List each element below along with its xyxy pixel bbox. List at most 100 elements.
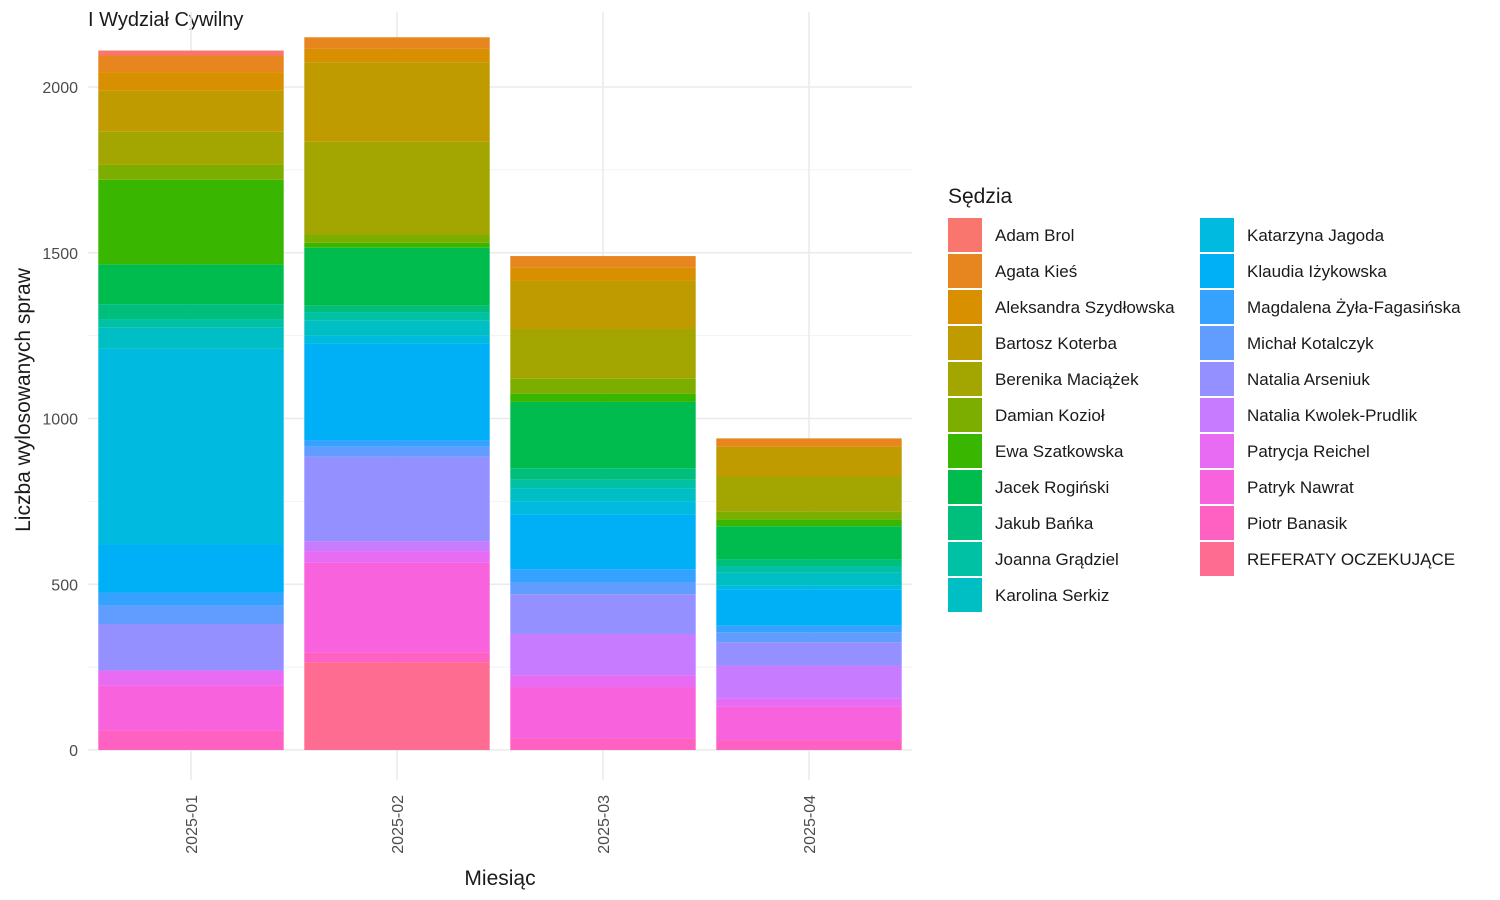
bar-stack-2025-04: [716, 438, 902, 750]
legend-key: [1200, 506, 1234, 540]
y-tick-label: 1500: [42, 246, 78, 263]
bar-segment: [98, 319, 284, 328]
bar-segment: [304, 242, 490, 248]
bar-segment: [510, 401, 696, 469]
bar-segment: [510, 687, 696, 739]
bar-stack-2025-01: [98, 50, 284, 750]
legend-key: [948, 470, 982, 504]
bar-segment: [510, 256, 696, 268]
bar-segment: [716, 706, 902, 741]
legend-key: [1200, 362, 1234, 396]
bar-segment: [510, 479, 696, 489]
bar-segment: [98, 605, 284, 625]
bar-segment: [716, 511, 902, 520]
legend-item: Natalia Arseniuk: [1200, 362, 1370, 396]
bar-segment: [716, 665, 902, 699]
legend-item: Patrycja Reichel: [1200, 434, 1370, 468]
legend-item: Berenika Maciążek: [948, 362, 1139, 396]
y-tick-label: 1000: [42, 412, 78, 429]
bar-stack-2025-03: [510, 256, 696, 750]
legend-label: Piotr Banasik: [1247, 514, 1348, 533]
bar-segment: [304, 141, 490, 235]
bar-segment: [98, 624, 284, 671]
legend-item: Jakub Bańka: [948, 506, 1094, 540]
legend-item: Bartosz Koterba: [948, 326, 1117, 360]
legend-label: Berenika Maciążek: [995, 370, 1139, 389]
bar-segment: [304, 234, 490, 243]
bar-segment: [304, 456, 490, 542]
legend-item: Natalia Kwolek-Prudlik: [1200, 398, 1418, 432]
legend-key: [948, 434, 982, 468]
legend-item: Patryk Nawrat: [1200, 470, 1354, 504]
x-tick-label: 2025-04: [802, 795, 819, 854]
bar-segment: [716, 566, 902, 573]
legend-item: Piotr Banasik: [1200, 506, 1348, 540]
legend-key: [948, 218, 982, 252]
bar-segment: [716, 589, 902, 626]
legend-label: Michał Kotalczyk: [1247, 334, 1374, 353]
bar-segment: [98, 264, 284, 305]
x-tick-labels: 2025-01 2025-02 2025-03 2025-04: [184, 795, 819, 854]
legend-key: [1200, 218, 1234, 252]
bar-segment: [716, 642, 902, 666]
bar-segment: [716, 519, 902, 527]
bar-segment: [98, 544, 284, 593]
bar-segment: [716, 740, 902, 750]
bar-segment: [510, 328, 696, 379]
legend-item: Magdalena Żyła-Fagasińska: [1200, 290, 1461, 324]
bar-segment: [510, 738, 696, 750]
bar-segment: [716, 585, 902, 590]
legend-item: Jacek Rogiński: [948, 470, 1109, 504]
x-tick-label: 2025-01: [184, 795, 201, 854]
legend-label: Jacek Rogiński: [995, 478, 1109, 497]
bar-segment: [716, 698, 902, 707]
legend-label: Patryk Nawrat: [1247, 478, 1354, 497]
legend-label: Karolina Serkiz: [995, 586, 1109, 605]
y-tick-label: 2000: [42, 80, 78, 97]
legend-label: REFERATY OCZEKUJĄCE: [1247, 550, 1455, 569]
legend-label: Natalia Arseniuk: [1247, 370, 1370, 389]
legend-item: REFERATY OCZEKUJĄCE: [1200, 542, 1455, 576]
bar-segment: [304, 320, 490, 336]
bar-segment: [304, 562, 490, 653]
bar-segment: [98, 730, 284, 750]
bar-segment: [98, 90, 284, 132]
bar-segment: [716, 438, 902, 447]
x-tick-label: 2025-02: [390, 795, 407, 854]
legend-item: Ewa Szatkowska: [948, 434, 1124, 468]
x-tick-label: 2025-03: [596, 795, 613, 854]
bar-segment: [304, 247, 490, 306]
bar-segment: [510, 675, 696, 688]
legend-label: Magdalena Żyła-Fagasińska: [1247, 298, 1461, 317]
bar-segment: [716, 446, 902, 477]
legend-key: [948, 398, 982, 432]
bar-stack-2025-02: [304, 37, 490, 750]
bar-segment: [98, 327, 284, 349]
legend-item: Klaudia Iżykowska: [1200, 254, 1387, 288]
y-tick-label: 0: [69, 743, 78, 760]
legend-label: Damian Kozioł: [995, 406, 1105, 425]
bar-segment: [98, 131, 284, 165]
legend-key: [948, 578, 982, 612]
legend-label: Klaudia Iżykowska: [1247, 262, 1387, 281]
legend-key: [1200, 434, 1234, 468]
bar-segment: [510, 393, 696, 402]
bar-segment: [510, 280, 696, 329]
bar-segment: [98, 55, 284, 73]
bar-segment: [716, 572, 902, 586]
bar-segment: [304, 62, 490, 142]
y-tick-labels: 0 500 1000 1500 2000: [42, 80, 78, 760]
legend-key: [948, 290, 982, 324]
bar-segment: [304, 446, 490, 457]
legend-item: Damian Kozioł: [948, 398, 1105, 432]
legend: Sędzia Adam Brol Agata Kieś Aleksandra Szy…: [948, 185, 1461, 612]
bar-segment: [716, 632, 902, 643]
x-axis-title: Miesiąc: [464, 867, 535, 890]
legend-label: Katarzyna Jagoda: [1247, 226, 1385, 245]
bar-segment: [510, 582, 696, 595]
bar-segment: [716, 476, 902, 512]
legend-item: Michał Kotalczyk: [1200, 326, 1374, 360]
bar-segment: [510, 267, 696, 281]
bar-segment: [510, 569, 696, 583]
